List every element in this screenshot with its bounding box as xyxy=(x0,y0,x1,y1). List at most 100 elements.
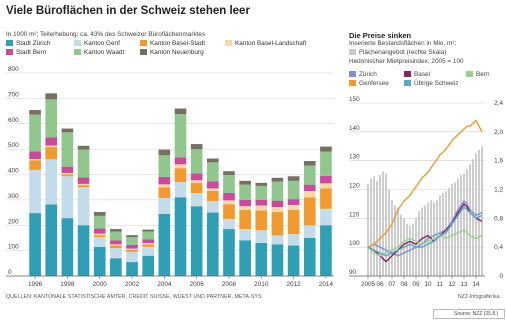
bar-segment xyxy=(190,180,203,183)
bar-segment xyxy=(77,187,90,226)
bar-segment xyxy=(206,158,219,163)
bar-segment xyxy=(206,212,219,276)
legend-label: Kanton Waadt xyxy=(84,49,125,56)
y-tick-label: 150 xyxy=(349,96,360,103)
bar-segment xyxy=(190,206,203,276)
chart-subtitle: In 1000 m²; Teilerhebung; ca. 43% des Sc… xyxy=(6,31,206,38)
x-tick-label: 2000 xyxy=(93,281,108,288)
x-tick-label: 2005 xyxy=(361,281,376,288)
right-subtitle-1: Inserierte Bestandsflächen in Mio. m²; xyxy=(349,40,457,47)
bar-segment xyxy=(223,175,235,193)
bar-segment xyxy=(255,185,268,200)
supply-legend-item: Flächenangebot (rechte Skala) xyxy=(349,49,446,56)
supply-bar xyxy=(463,173,465,276)
bar-segment xyxy=(61,174,74,177)
legend-swatch xyxy=(466,71,473,77)
bar-segment xyxy=(287,176,300,181)
bar-segment xyxy=(142,255,155,276)
legend-label: Bern xyxy=(476,71,490,78)
supply-bar xyxy=(370,178,372,276)
y2-tick-label: 2,4 xyxy=(494,100,503,107)
legend-swatch xyxy=(6,49,13,55)
legend-label: Kanton Genf xyxy=(84,40,120,47)
legend-item-basel-stadt: Kanton Basel-Stadt xyxy=(140,40,205,47)
bar-segment xyxy=(287,245,300,276)
source-box: Source: NZZ (25.8.) xyxy=(433,309,505,319)
y2-tick-label: 0,8 xyxy=(494,215,503,222)
supply-bar xyxy=(373,176,375,276)
bar-segment xyxy=(29,169,41,214)
bar-segment xyxy=(158,176,171,185)
series-line xyxy=(367,206,483,257)
bar-segment xyxy=(223,229,235,276)
supply-bar xyxy=(454,182,456,276)
legend-swatch xyxy=(140,49,147,55)
bar-segment xyxy=(126,251,138,263)
bar-segment xyxy=(126,237,138,245)
bar-segment xyxy=(303,165,316,185)
series-line xyxy=(367,200,483,257)
legend-item-genf: Kanton Genf xyxy=(74,40,120,47)
bar-segment xyxy=(239,240,251,276)
y-tick-label: 800 xyxy=(8,66,19,73)
supply-bar xyxy=(400,214,402,276)
bar-segment xyxy=(239,184,251,200)
bar-segment xyxy=(320,225,332,276)
bar-segment xyxy=(190,182,203,194)
bar-segment xyxy=(287,234,300,246)
bar-segment xyxy=(174,157,187,165)
x-tick-label: 1998 xyxy=(60,281,75,288)
bar-segment xyxy=(126,249,138,252)
legend-label: Kanton Basel-Landschaft xyxy=(235,40,307,47)
bar-segment xyxy=(239,206,251,211)
bar-segment xyxy=(174,197,187,276)
bar-segment xyxy=(206,162,219,182)
bar-segment xyxy=(158,187,171,199)
bar-segment xyxy=(126,235,138,238)
supply-bar xyxy=(406,224,408,276)
x-tick-label: 1996 xyxy=(28,281,43,288)
legend-item-basel-land: Kanton Basel-Landschaft xyxy=(225,40,306,47)
bar-segment xyxy=(271,181,284,201)
y-tick-label: 600 xyxy=(8,117,19,124)
bar-segment xyxy=(206,190,219,202)
bar-segment xyxy=(223,218,235,230)
bar-segment xyxy=(255,199,268,206)
supply-bar xyxy=(469,164,471,276)
bar-segment xyxy=(174,114,187,158)
supply-bar xyxy=(481,146,483,276)
bar-segment xyxy=(45,147,58,160)
bar-segment xyxy=(320,151,332,176)
bar-segment xyxy=(239,180,251,185)
legend-item-uebrige-index: Übrige Schweiz xyxy=(404,80,458,87)
bar-segment xyxy=(255,230,268,244)
bar-segment xyxy=(158,198,171,214)
legend-swatch xyxy=(404,71,411,77)
series-line xyxy=(367,229,483,257)
y-tick-label: 100 xyxy=(349,240,360,247)
y-tick-label: 500 xyxy=(8,142,19,149)
y-tick-label: 100 xyxy=(8,244,19,251)
supply-bar xyxy=(376,180,378,276)
y2-tick-label: 0 xyxy=(499,273,503,280)
supply-bar xyxy=(472,159,474,276)
bar-segment xyxy=(29,160,41,170)
bar-segment xyxy=(110,229,122,232)
bar-segment xyxy=(206,201,219,213)
supply-bar xyxy=(388,189,390,276)
y-tick-label: 110 xyxy=(349,211,360,218)
bar-segment xyxy=(303,237,316,276)
bar-segment xyxy=(320,175,332,184)
bar-segment xyxy=(93,237,106,247)
bar-segment xyxy=(110,244,122,246)
bar-segment xyxy=(190,144,203,150)
legend-item-basel-index: Basel xyxy=(404,71,430,78)
bar-segment xyxy=(303,184,316,191)
bar-segment xyxy=(77,225,90,276)
legend-item-genfersee-index: Genfersee xyxy=(349,80,389,87)
y2-tick-label: 2,0 xyxy=(494,129,503,136)
legend-label: Zürich xyxy=(359,71,377,78)
y2-tick-label: 0,4 xyxy=(494,244,503,251)
y-tick-label: 300 xyxy=(8,193,19,200)
